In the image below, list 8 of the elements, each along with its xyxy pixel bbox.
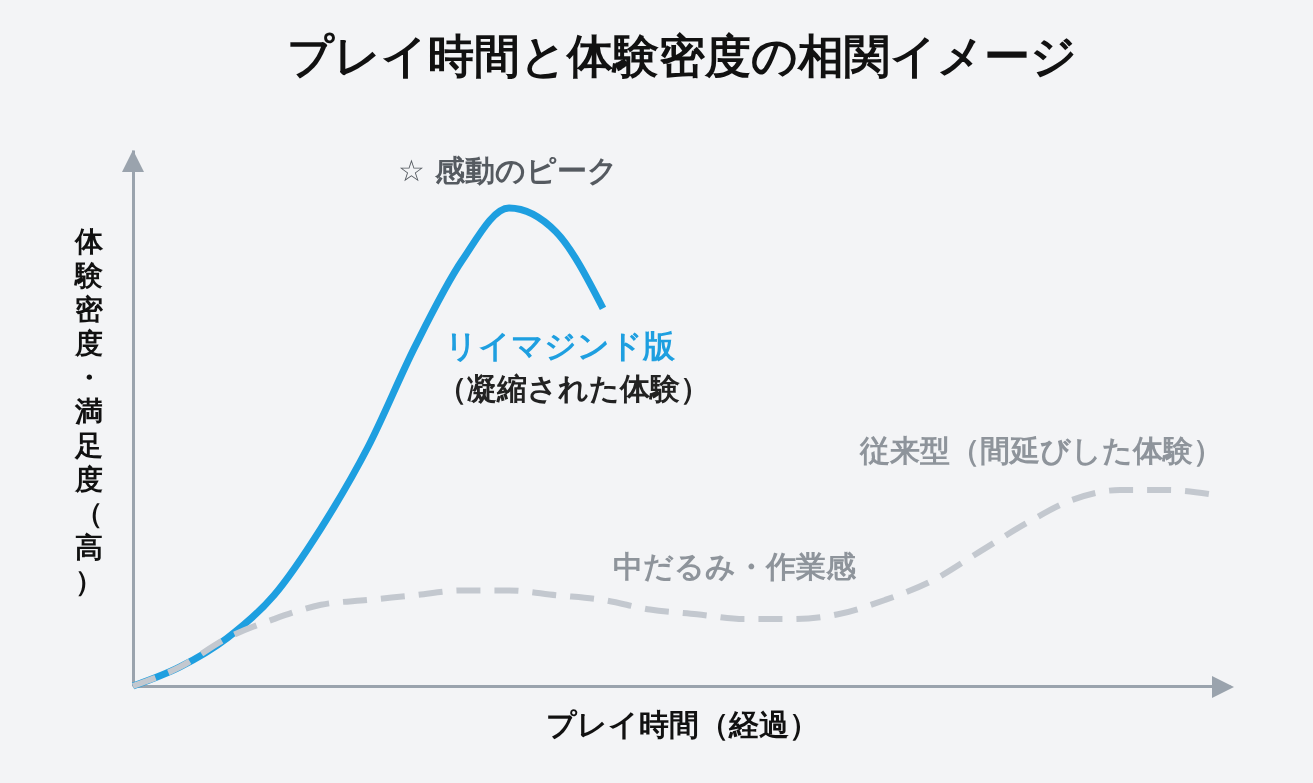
text: ☆ 感動のピーク — [398, 153, 619, 188]
series-label: 従来型（間延びした体験） — [859, 433, 1223, 468]
text: 体験密度・満足度（高） — [74, 224, 103, 598]
chart-title: プレイ時間と体験密度の相関イメージ — [286, 29, 1077, 83]
annotation: 中だるみ・作業感 — [613, 549, 857, 584]
annotation: （凝縮された体験） — [437, 371, 710, 406]
series-label: リイマジンド版 — [445, 327, 676, 365]
x-axis-title: プレイ時間（経過） — [545, 706, 819, 742]
